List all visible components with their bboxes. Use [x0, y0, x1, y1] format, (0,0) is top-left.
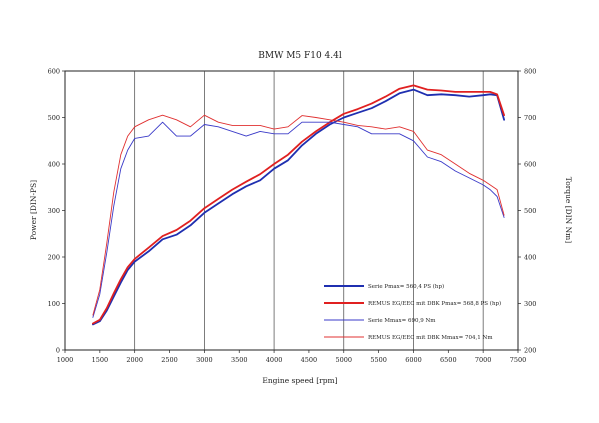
x-tick-label-3500: 3500 — [231, 356, 248, 364]
y-left-tick-label-400: 400 — [48, 161, 60, 169]
x-tick-label-1500: 1500 — [92, 356, 109, 364]
x-tick-label-4000: 4000 — [266, 356, 283, 364]
y-right-tick-label-300: 300 — [524, 300, 536, 308]
y-left-tick-label-300: 300 — [48, 207, 60, 215]
x-tick-label-3000: 3000 — [196, 356, 213, 364]
x-tick-label-7000: 7000 — [475, 356, 492, 364]
y-right-tick-label-500: 500 — [524, 207, 536, 215]
legend-label-remus-torque: REMUS EG/EEC mit DBK Mmax= 704,1 Nm — [368, 335, 493, 341]
legend-label-serie-torque: Serie Mmax= 690,9 Nm — [368, 318, 436, 324]
x-tick-label-4500: 4500 — [301, 356, 318, 364]
series-line-remus-power — [92, 84, 506, 325]
y-right-tick-label-400: 400 — [524, 254, 536, 262]
x-tick-label-2500: 2500 — [161, 356, 178, 364]
x-tick-label-6000: 6000 — [405, 356, 422, 364]
legend-label-serie-power: Serie Pmax= 560,4 PS (hp) — [368, 283, 444, 290]
series-line-serie-torque — [92, 121, 505, 318]
y-left-tick-label-200: 200 — [48, 254, 60, 262]
x-tick-label-1000: 1000 — [57, 356, 74, 364]
y-left-tick-label-500: 500 — [48, 114, 60, 122]
y-right-tick-label-600: 600 — [524, 161, 536, 169]
series-line-remus-torque — [92, 114, 505, 316]
y-axis-label-left: Power [DIN-PS] — [29, 180, 38, 240]
y-right-tick-label-700: 700 — [524, 114, 536, 122]
ticks-layer: 1000 1500 2000 2500 3000 3500 4000 4500 5000 5500… — [48, 68, 537, 365]
x-tick-label-7500: 7500 — [510, 356, 527, 364]
legend: Serie Pmax= 560,4 PS (hp) REMUS EG/EEC m… — [324, 283, 501, 341]
y-left-tick-label-0: 0 — [56, 347, 60, 355]
plot-area — [64, 70, 519, 351]
x-tick-label-5000: 5000 — [335, 356, 352, 364]
y-axis-label-right: Torque [DIN Nm] — [564, 177, 573, 243]
y-right-tick-label-800: 800 — [524, 68, 536, 76]
chart-title: BMW M5 F10 4.4l — [258, 51, 342, 61]
x-tick-label-6500: 6500 — [440, 356, 457, 364]
x-axis-label: Engine speed [rpm] — [262, 376, 337, 385]
series-layer — [92, 84, 506, 326]
series-line-serie-power — [92, 88, 506, 326]
y-left-tick-label-100: 100 — [48, 300, 60, 308]
legend-label-remus-power: REMUS EG/EEC mit DBK Pmax= 568,8 PS (hp) — [368, 300, 501, 307]
x-tick-label-5500: 5500 — [370, 356, 387, 364]
y-right-tick-label-200: 200 — [524, 347, 536, 355]
x-tick-label-2000: 2000 — [126, 356, 143, 364]
y-left-tick-label-600: 600 — [48, 68, 60, 76]
